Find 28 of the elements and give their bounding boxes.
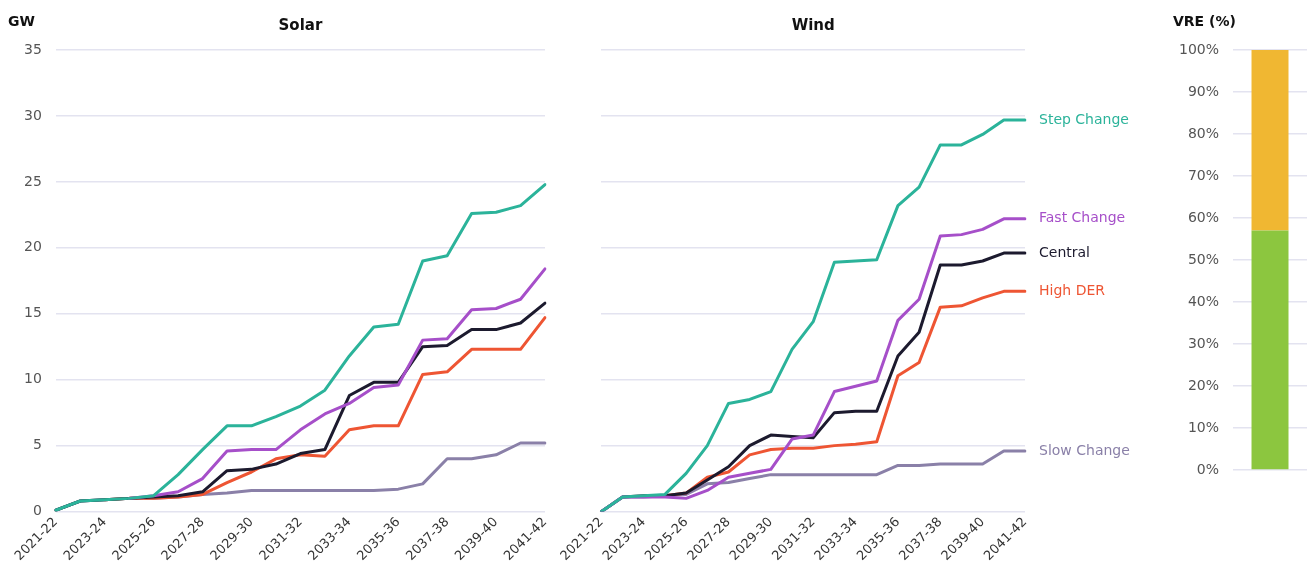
y-tick-label: 20 [23, 238, 42, 255]
y-tick-label: 50% [1187, 250, 1220, 267]
series-label: Step Change [1039, 110, 1129, 127]
y-tick-label: 0 [32, 502, 42, 519]
y-tick-label: 10 [23, 370, 42, 387]
y-tick-label: 90% [1187, 82, 1220, 99]
y-tick-label: 0% [1196, 460, 1220, 477]
y-axis-title: VRE (%) [1173, 12, 1236, 29]
series-label: Slow Change [1039, 441, 1130, 458]
chart-title: Wind [791, 15, 835, 34]
y-axis-title: GW [8, 12, 35, 29]
series-label: Fast Change [1039, 209, 1126, 226]
y-tick-label: 40% [1187, 292, 1220, 309]
y-tick-label: 35 [23, 40, 42, 57]
y-tick-label: 15 [23, 304, 42, 321]
series-label: Central [1039, 243, 1090, 260]
chart-title: Solar [278, 15, 323, 34]
y-tick-label: 20% [1187, 376, 1220, 393]
y-tick-label: 5 [32, 436, 42, 453]
y-tick-label: 10% [1187, 418, 1220, 435]
y-tick-label: 25 [23, 172, 42, 189]
series-label: High DER [1039, 281, 1106, 298]
y-tick-label: 70% [1187, 166, 1220, 183]
y-tick-label: 80% [1187, 124, 1220, 141]
y-tick-label: 100% [1178, 40, 1220, 57]
y-tick-label: 30 [23, 106, 42, 123]
y-tick-label: 30% [1187, 334, 1220, 351]
y-tick-label: 60% [1187, 208, 1220, 225]
